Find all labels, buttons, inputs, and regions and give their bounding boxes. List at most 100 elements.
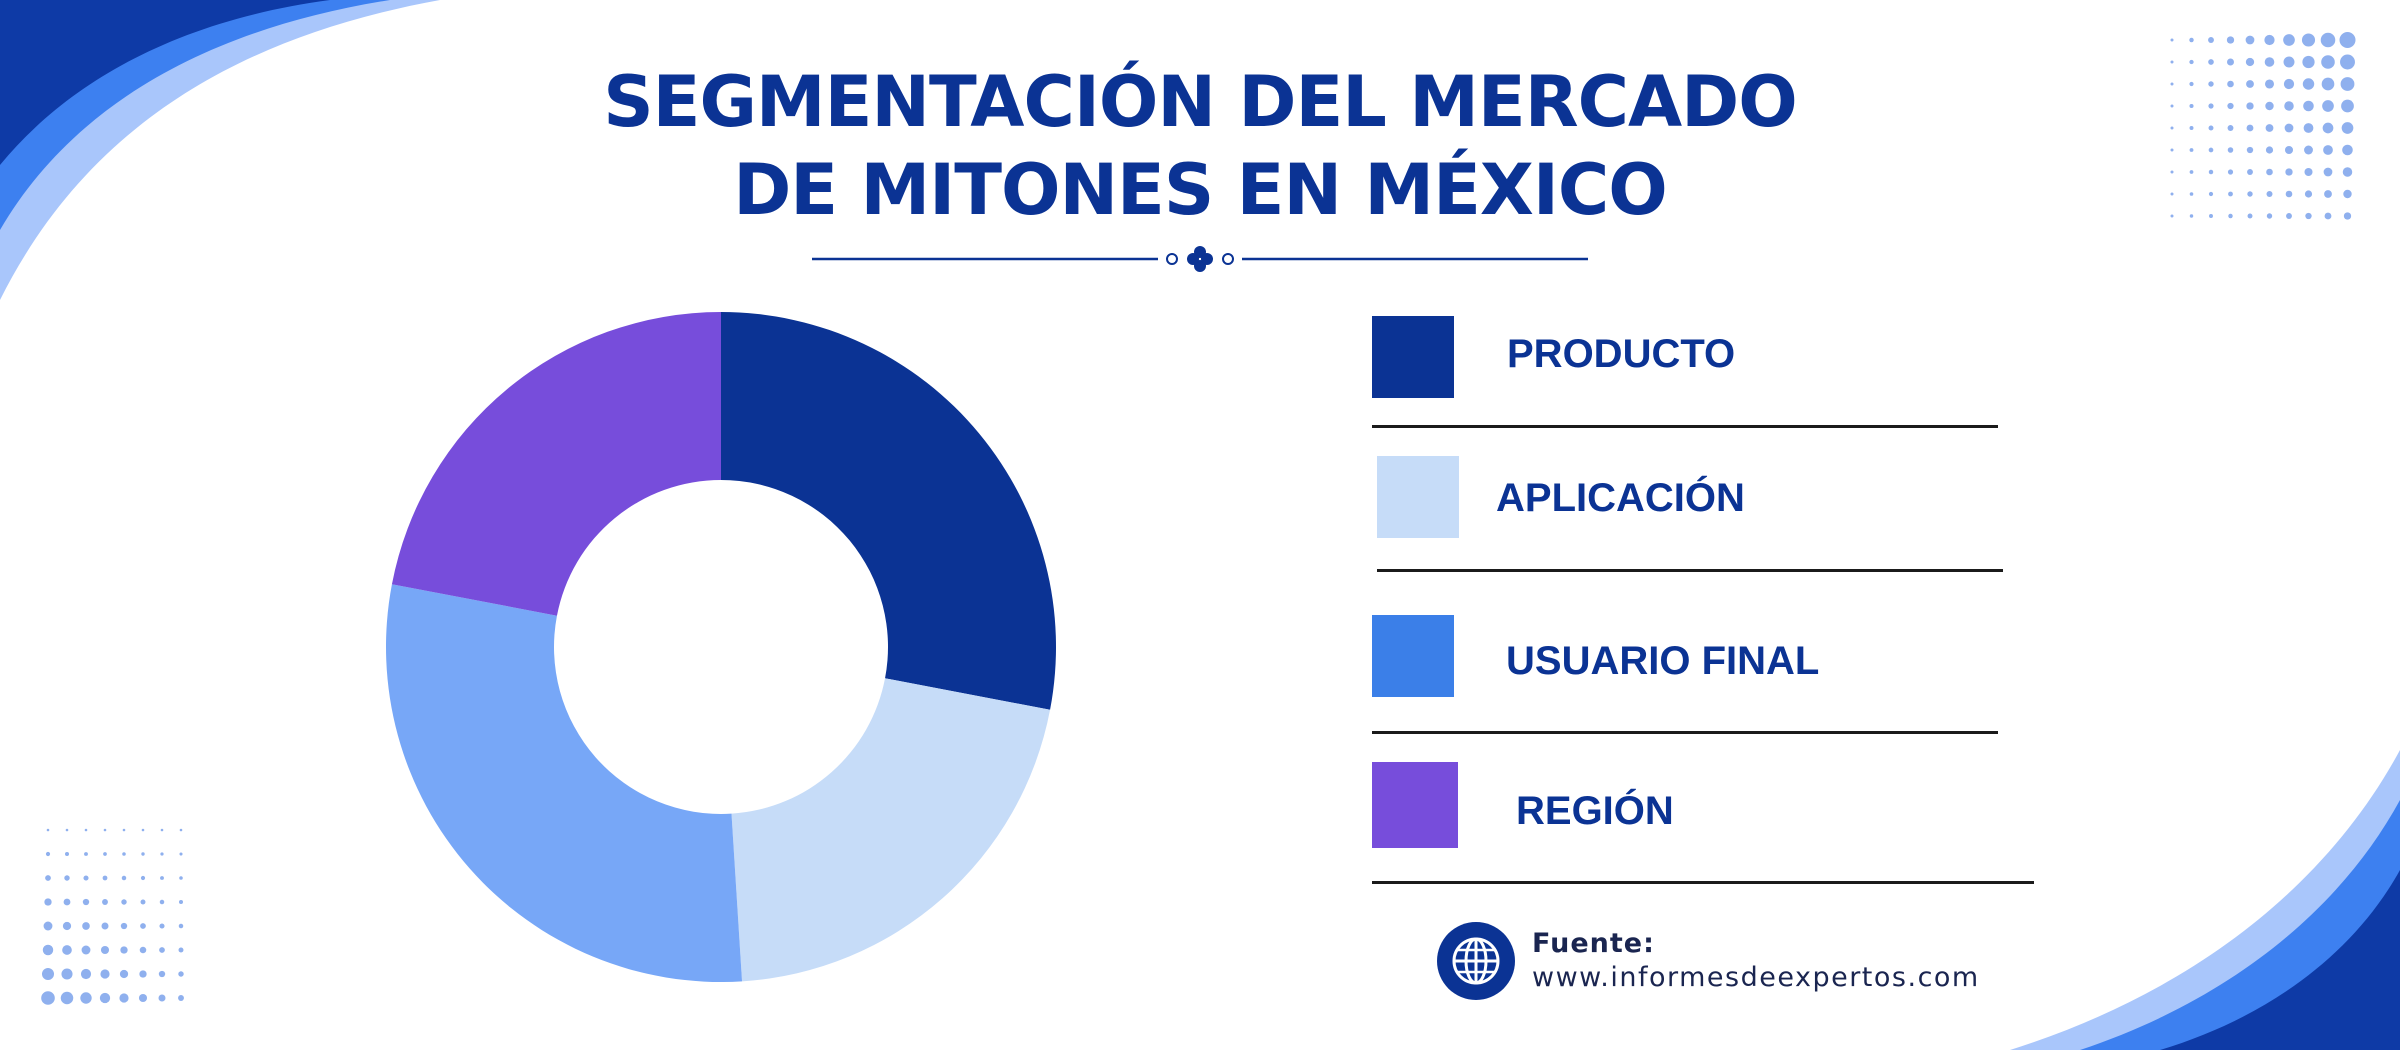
decorative-dot	[2266, 213, 2273, 219]
decorative-dot	[160, 876, 164, 880]
decorative-dot	[2321, 77, 2335, 91]
legend-label-region: REGIÓN	[1516, 789, 1674, 833]
decorative-dot	[2284, 145, 2294, 155]
decorative-dot	[42, 944, 54, 956]
decorative-dot	[178, 947, 184, 953]
decorative-dot	[103, 828, 107, 832]
decorative-dot	[2227, 169, 2234, 175]
decorative-dot	[2189, 148, 2194, 152]
donut-slice-región	[391, 312, 721, 616]
decorative-dot	[2266, 190, 2273, 198]
decorative-dot	[2264, 79, 2275, 89]
decorative-dot	[2208, 103, 2214, 109]
decorative-dot	[178, 923, 184, 929]
decorative-dot	[2247, 169, 2253, 175]
decorative-dot	[179, 828, 183, 832]
decorative-dot	[2189, 192, 2194, 196]
decorative-dot	[45, 851, 51, 857]
decorative-dot	[2189, 81, 2194, 87]
donut-slice-usuario-final	[385, 584, 743, 982]
decorative-dot	[82, 922, 90, 930]
decorative-dot	[2303, 100, 2314, 112]
decorative-dot	[60, 991, 74, 1005]
decorative-dot	[83, 875, 89, 881]
decorative-dot	[62, 945, 72, 955]
decorative-dot	[102, 875, 108, 881]
source-url[interactable]: www.informesdeexpertos.com	[1532, 962, 1980, 993]
decorative-dot	[2170, 104, 2174, 108]
decorative-dot	[2324, 212, 2332, 220]
decorative-dot	[2321, 55, 2335, 69]
decorative-dot	[2189, 103, 2194, 109]
decorative-dot	[103, 852, 107, 856]
decorative-dot	[158, 994, 166, 1002]
decorative-dot	[2189, 37, 2194, 43]
legend-divider	[1372, 881, 2034, 884]
dot-pattern-bottom-left	[41, 828, 184, 1005]
decorative-dot	[2170, 82, 2174, 86]
decorative-dot	[2245, 57, 2255, 67]
decorative-dot	[2341, 99, 2354, 113]
decorative-dot	[2189, 214, 2194, 218]
decorative-dot	[2247, 213, 2253, 219]
decorative-dot	[2284, 123, 2294, 133]
decorative-dot	[2227, 80, 2234, 88]
decorative-dot	[44, 898, 52, 906]
decorative-dot	[2227, 125, 2234, 131]
donut-slice-aplicación	[731, 678, 1051, 982]
decorative-dot	[2209, 214, 2213, 218]
decorative-dot	[2322, 100, 2334, 112]
decorative-dot	[84, 828, 88, 832]
dot-pattern-top-right	[2170, 32, 2356, 220]
decorative-dot	[100, 945, 110, 955]
decorative-dot	[2302, 78, 2315, 90]
title-divider	[812, 246, 1588, 272]
decorative-dot	[100, 969, 110, 979]
decorative-dot	[46, 828, 50, 832]
decorative-dot	[140, 899, 146, 905]
decorative-dot	[45, 875, 51, 881]
decorative-dot	[101, 922, 109, 930]
legend-divider	[1377, 569, 2003, 572]
decorative-dot	[159, 947, 165, 953]
decorative-dot	[122, 852, 126, 856]
decorative-dot	[2247, 191, 2253, 197]
decorative-dot	[2302, 55, 2315, 69]
decorative-dot	[99, 992, 111, 1004]
decorative-dot	[2283, 56, 2295, 68]
decorative-dot	[2340, 77, 2355, 91]
decorative-dot	[2341, 122, 2354, 134]
decorative-dot	[139, 946, 147, 954]
decorative-dot	[2323, 167, 2333, 177]
decorative-dot	[43, 921, 53, 931]
decorative-dot	[2170, 192, 2174, 196]
decorative-dot	[2227, 58, 2234, 66]
decorative-dot	[141, 828, 145, 832]
decorative-dot	[2304, 167, 2313, 177]
decorative-dot	[178, 995, 184, 1001]
decorative-dot	[80, 968, 92, 980]
decorative-dot	[120, 922, 128, 930]
decorative-dot	[2170, 148, 2174, 152]
decorative-dot	[2265, 124, 2274, 132]
decorative-dot	[179, 852, 183, 856]
decorative-dot	[2286, 213, 2292, 219]
decorative-dot	[2304, 145, 2313, 155]
decorative-dot	[2208, 147, 2214, 153]
decorative-dot	[2303, 123, 2314, 133]
decorative-dot	[160, 828, 164, 832]
decorative-dot	[2305, 212, 2312, 220]
decorative-dot	[2227, 147, 2234, 153]
decorative-dot	[2343, 189, 2352, 199]
legend-label-usuario-final: USUARIO FINAL	[1506, 639, 1820, 683]
legend-divider	[1372, 425, 1998, 428]
decorative-dot	[2246, 102, 2254, 110]
donut-slice-producto	[721, 312, 1057, 710]
decorative-dot	[41, 967, 55, 981]
decorative-dot	[41, 991, 55, 1005]
decorative-dot	[179, 876, 183, 880]
decorative-dot	[2170, 170, 2174, 174]
decorative-dot	[160, 852, 164, 856]
